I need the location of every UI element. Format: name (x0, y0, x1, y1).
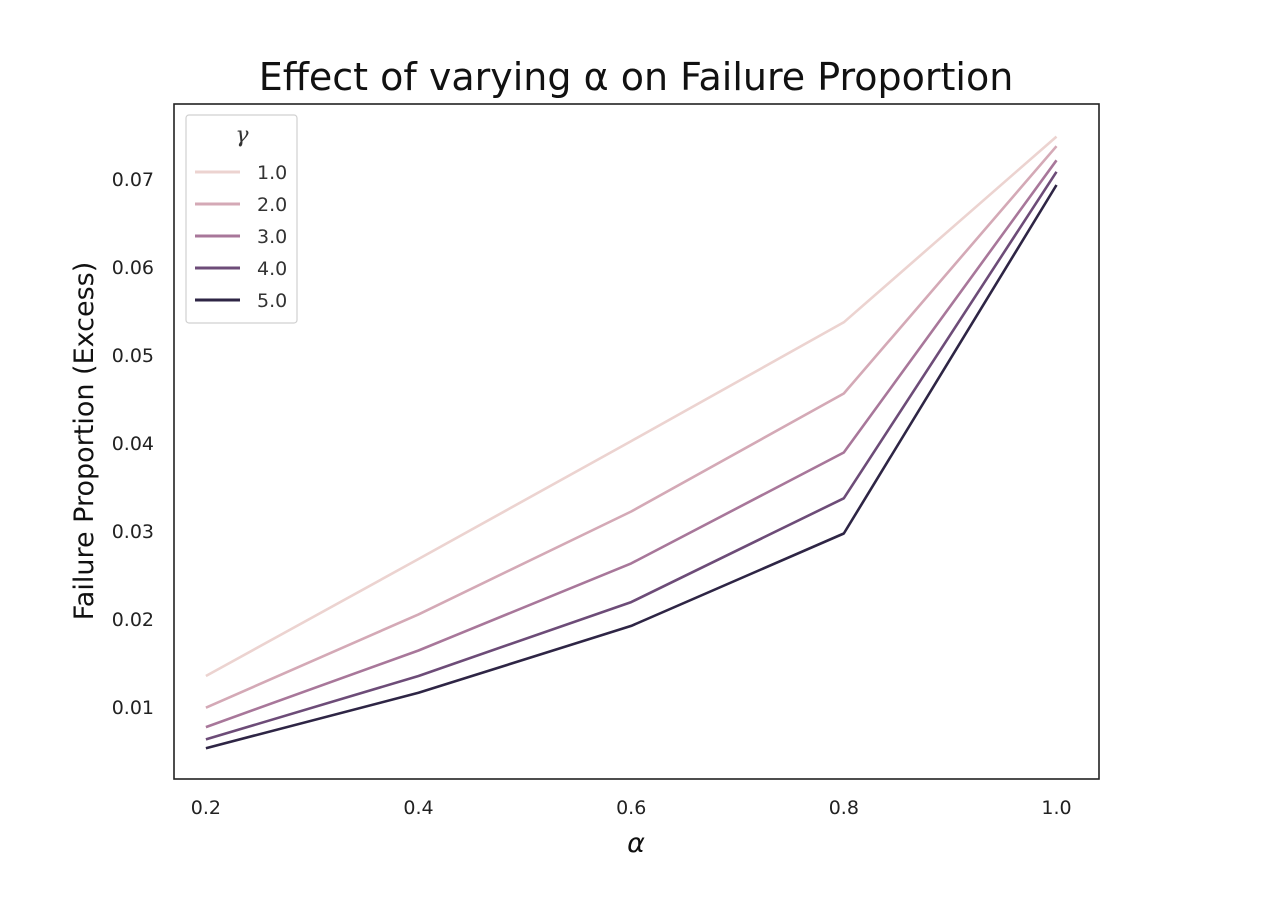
legend-label: 3.0 (257, 226, 287, 248)
series-line-5-0 (205, 184, 1058, 750)
y-tick-label: 0.05 (112, 345, 154, 367)
legend-items: 1.0 2.0 3.0 4.0 5.0 (195, 162, 287, 312)
y-axis-label: Failure Proportion (Excess) (69, 262, 100, 621)
legend-box (185, 114, 298, 324)
legend: γ 1.0 2.0 3.0 4.0 5.0 (185, 114, 298, 324)
legend-label: 4.0 (257, 258, 287, 280)
y-tick-label: 0.04 (112, 433, 154, 455)
y-tick-label: 0.06 (112, 257, 154, 279)
series-lines (205, 135, 1058, 750)
x-axis-label: α (627, 828, 645, 859)
x-tick-label: 0.8 (829, 797, 859, 819)
series-line-3-0 (205, 159, 1058, 729)
y-tick-label: 0.01 (112, 697, 154, 719)
series-line-4-0 (205, 171, 1058, 741)
x-tick-label: 0.4 (403, 797, 433, 819)
legend-label: 2.0 (257, 194, 287, 216)
legend-label: 5.0 (257, 290, 287, 312)
legend-title: γ (235, 123, 249, 148)
chart-title: Effect of varying α on Failure Proportio… (259, 55, 1014, 99)
x-tick-labels: 0.2 0.4 0.6 0.8 1.0 (191, 797, 1072, 819)
y-tick-label: 0.07 (112, 169, 154, 191)
y-tick-labels: 0.01 0.02 0.03 0.04 0.05 0.06 0.07 (112, 169, 154, 719)
x-tick-label: 0.2 (191, 797, 221, 819)
x-tick-label: 1.0 (1041, 797, 1071, 819)
series-line-1-0 (205, 135, 1058, 678)
legend-label: 1.0 (257, 162, 287, 184)
x-tick-label: 0.6 (616, 797, 646, 819)
y-tick-label: 0.02 (112, 609, 154, 631)
series-line-2-0 (205, 145, 1058, 709)
plot-area (173, 103, 1100, 780)
y-tick-label: 0.03 (112, 521, 154, 543)
